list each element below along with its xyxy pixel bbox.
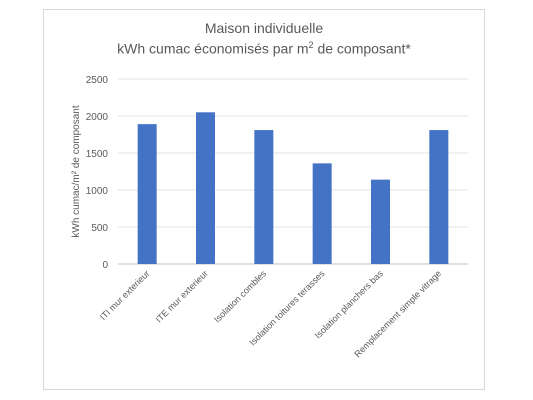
y-tick-label: 1500 [86, 149, 109, 160]
bar [196, 112, 215, 264]
y-tick-label: 1000 [86, 186, 109, 197]
x-tick-label: ITI mur exterieur [98, 268, 152, 322]
x-tick-label: Isolation combles [212, 268, 269, 325]
chart-title: Maison individuelle [204, 20, 324, 36]
chart-subtitle: kWh cumac économisés par m2 de composant… [117, 40, 411, 57]
y-tick-label: 0 [102, 260, 108, 271]
y-axis-label: kWh cumac/m² de composant [71, 105, 82, 237]
y-tick-label: 500 [91, 223, 108, 234]
bar [254, 130, 274, 264]
bar [429, 130, 449, 264]
bar [371, 179, 390, 264]
y-tick-label: 2500 [86, 75, 109, 86]
y-tick-label: 2000 [86, 112, 109, 123]
bar [137, 124, 157, 264]
bar [312, 163, 332, 264]
x-tick-label: ITE mur exterieur [154, 268, 210, 324]
